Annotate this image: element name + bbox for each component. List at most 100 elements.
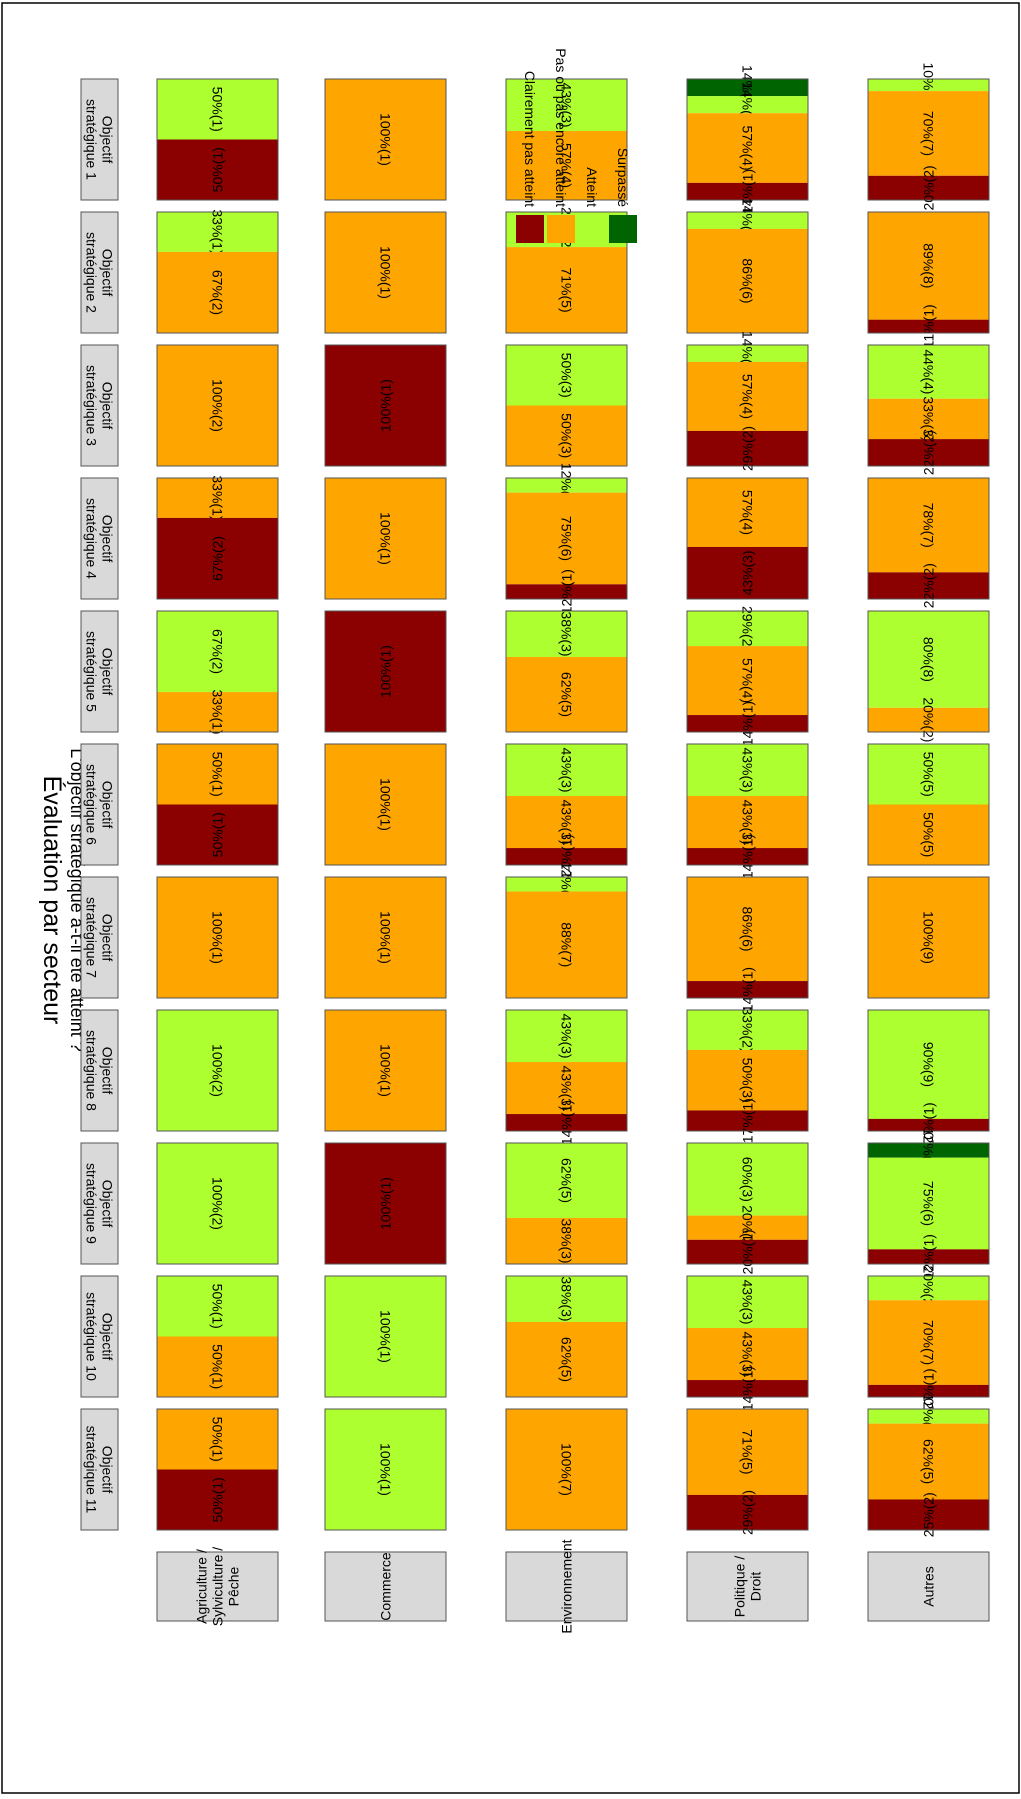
legend-swatch bbox=[516, 215, 544, 243]
stacked-bar-segment bbox=[157, 1409, 278, 1470]
segment-data-label: 100%(1) bbox=[378, 778, 394, 831]
segment-data-label: 11%(1) bbox=[921, 304, 937, 348]
segment-data-label: 14%(1) bbox=[740, 834, 756, 879]
stacked-bar-segment bbox=[506, 611, 627, 657]
objective-header-box bbox=[80, 477, 119, 600]
legend-label: Clairement pas atteint bbox=[522, 71, 538, 207]
cell-border bbox=[324, 1275, 447, 1398]
objective-header-label: Objectifstratégique 5 bbox=[84, 631, 116, 712]
stacked-bar-segment bbox=[687, 478, 808, 547]
segment-data-label: 50%(1) bbox=[210, 752, 226, 797]
segment-data-label: 38%(3) bbox=[559, 1276, 575, 1321]
segment-data-label: 50%(3) bbox=[740, 1058, 756, 1103]
stacked-bar-segment bbox=[868, 1010, 989, 1119]
segment-data-label: 50%(1) bbox=[210, 1417, 226, 1462]
segment-data-label: 20%(2) bbox=[921, 697, 937, 742]
stacked-bar-segment bbox=[687, 1409, 808, 1495]
stacked-bar-segment bbox=[506, 247, 627, 333]
objective-header-box bbox=[80, 743, 119, 866]
cell-border bbox=[867, 610, 990, 733]
segment-data-label: 57%(4) bbox=[740, 658, 756, 703]
segment-data-label: 57%(4) bbox=[740, 490, 756, 535]
cell-border bbox=[324, 211, 447, 334]
stacked-bar-segment bbox=[687, 848, 808, 865]
sector-header-box bbox=[867, 1551, 990, 1622]
stacked-bar-segment bbox=[157, 877, 278, 998]
stacked-bar-segment bbox=[157, 744, 278, 805]
segment-data-label: 14%(1) bbox=[740, 967, 756, 1012]
stacked-bar-segment bbox=[506, 891, 627, 999]
stacked-bar-segment bbox=[325, 877, 446, 998]
stacked-bar-segment bbox=[506, 1114, 627, 1132]
segment-data-label: 43%(3) bbox=[740, 1331, 756, 1376]
stacked-bar-segment bbox=[868, 1423, 989, 1500]
stacked-bar-segment bbox=[868, 744, 989, 805]
objective-header-box bbox=[80, 78, 119, 201]
stacked-bar-segment bbox=[868, 345, 989, 399]
stacked-bar-segment bbox=[325, 1276, 446, 1397]
segment-data-label: 71%(5) bbox=[559, 267, 575, 312]
legend-label: Pas ou pas encore atteint bbox=[553, 48, 569, 207]
segment-data-label: 88%(7) bbox=[559, 922, 575, 967]
segment-data-label: 50%(1) bbox=[210, 1344, 226, 1389]
cell-border bbox=[156, 1142, 279, 1265]
segment-data-label: 20%(2) bbox=[921, 165, 937, 210]
stacked-bar-segment bbox=[506, 345, 627, 406]
stacked-bar-segment bbox=[325, 478, 446, 599]
stacked-bar-segment bbox=[157, 79, 278, 140]
segment-data-label: 43%(3) bbox=[559, 799, 575, 844]
segment-data-label: 33%(3) bbox=[921, 396, 937, 441]
cell-border bbox=[324, 1009, 447, 1132]
stacked-bar-segment bbox=[687, 1328, 808, 1381]
cell-border bbox=[686, 477, 809, 600]
stacked-bar-segment bbox=[325, 1010, 446, 1131]
stacked-bar-segment bbox=[687, 96, 808, 114]
cell-border bbox=[686, 1009, 809, 1132]
cell-border bbox=[867, 211, 990, 334]
rotated-chart-group: Évaluation par secteur L'objectif straté… bbox=[38, 48, 990, 1634]
stacked-bar-segment bbox=[687, 1380, 808, 1398]
segment-data-label: 57%(4) bbox=[559, 143, 575, 188]
stacked-bar-segment bbox=[687, 546, 808, 599]
cell-border bbox=[156, 1275, 279, 1398]
sector-header-label: Politique /Droit bbox=[732, 1556, 764, 1618]
cell-border bbox=[505, 344, 628, 467]
segment-data-label: 100%(1) bbox=[378, 1177, 394, 1230]
segment-data-label: 50%(1) bbox=[210, 1284, 226, 1329]
cell-border bbox=[505, 610, 628, 733]
cell-border bbox=[505, 1408, 628, 1531]
stacked-bar-segment bbox=[868, 398, 989, 440]
stacked-bar-segment bbox=[325, 1409, 446, 1530]
stacked-bar-segment bbox=[868, 1384, 989, 1398]
segment-data-label: 20%(1) bbox=[740, 1205, 756, 1250]
cell-border bbox=[686, 1142, 809, 1265]
stacked-bar-segment bbox=[868, 572, 989, 600]
legend-label: Surpassé bbox=[615, 148, 631, 207]
segment-data-label: 25%(2) bbox=[921, 1492, 937, 1537]
cell-border bbox=[505, 1142, 628, 1265]
cell-border bbox=[686, 78, 809, 201]
segment-data-label: 62%(5) bbox=[559, 672, 575, 717]
stacked-bar-segment bbox=[325, 345, 446, 466]
segment-data-label: 38%(3) bbox=[559, 611, 575, 656]
segment-data-label: 100%(9) bbox=[921, 911, 937, 964]
segment-data-label: 14%(1) bbox=[740, 169, 756, 214]
segment-data-label: 33%(1) bbox=[210, 475, 226, 520]
segment-data-label: 38%(3) bbox=[559, 1218, 575, 1263]
stacked-bar-segment bbox=[687, 611, 808, 647]
cell-border bbox=[867, 477, 990, 600]
segment-data-label: 100%(1) bbox=[378, 379, 394, 432]
objective-header-label: Objectifstratégique 6 bbox=[84, 764, 116, 845]
segment-data-label: 43%(3) bbox=[559, 82, 575, 127]
stacked-bar-segment bbox=[868, 212, 989, 320]
segment-data-label: 29%(2) bbox=[740, 606, 756, 651]
segment-data-label: 43%(3) bbox=[740, 747, 756, 792]
cell-border bbox=[686, 211, 809, 334]
cell-border bbox=[505, 78, 628, 201]
stacked-bar-segment bbox=[687, 1239, 808, 1265]
segment-data-label: 14%(1) bbox=[559, 1100, 575, 1145]
cell-border bbox=[686, 1408, 809, 1531]
segment-data-label: 10%(1) bbox=[921, 1102, 937, 1147]
legend-swatch bbox=[609, 215, 637, 243]
stacked-bar-segment bbox=[506, 1218, 627, 1265]
